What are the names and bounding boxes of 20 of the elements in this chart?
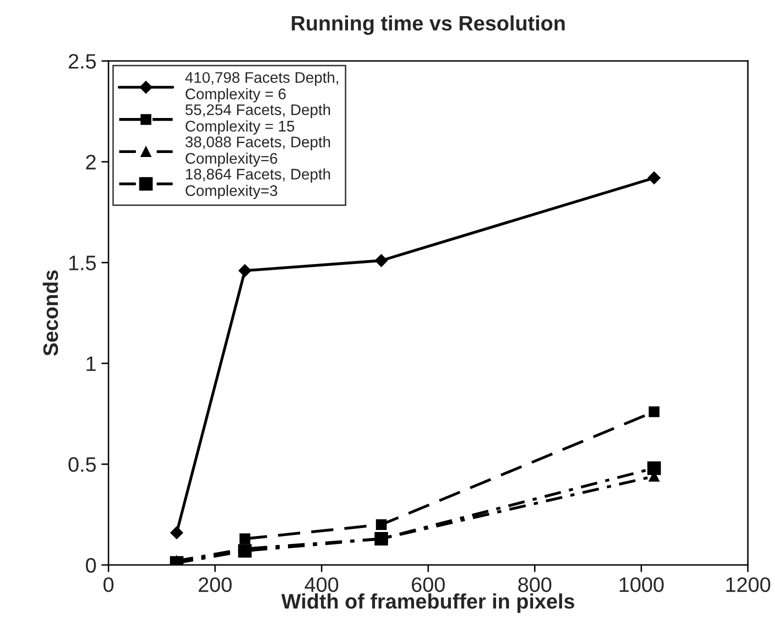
y-axis-title: Seconds xyxy=(42,270,58,356)
y-tick-label: 1 xyxy=(86,356,96,371)
x-tick-label: 800 xyxy=(518,577,552,592)
x-axis-title: Width of framebuffer in pixels xyxy=(281,593,574,613)
x-tick-label: 1200 xyxy=(726,577,770,592)
x-tick-label: 1000 xyxy=(620,577,664,592)
legend-label: 55,254 Facets, Depth Complexity = 15 xyxy=(186,104,330,135)
y-tick-label: 2 xyxy=(86,154,96,170)
y-tick-label: 1.5 xyxy=(69,256,96,270)
y-tick-label: 0 xyxy=(86,558,96,573)
legend-label: 18,864 Facets, Depth Complexity=3 xyxy=(186,168,330,200)
y-tick-label: 2.5 xyxy=(68,54,96,69)
x-tick-label: 400 xyxy=(304,577,338,592)
x-tick-label: 600 xyxy=(412,577,445,592)
chart-title: Running time vs Resolution xyxy=(292,15,565,35)
legend-label: 38,088 Facets, Depth Complexity=6 xyxy=(185,136,330,167)
y-tick-label: 0.5 xyxy=(68,457,96,472)
x-tick-label: 0 xyxy=(104,577,114,592)
x-tick-label: 200 xyxy=(198,577,232,592)
legend-label: 410,798 Facets Depth, Complexity = 6 xyxy=(185,72,338,102)
